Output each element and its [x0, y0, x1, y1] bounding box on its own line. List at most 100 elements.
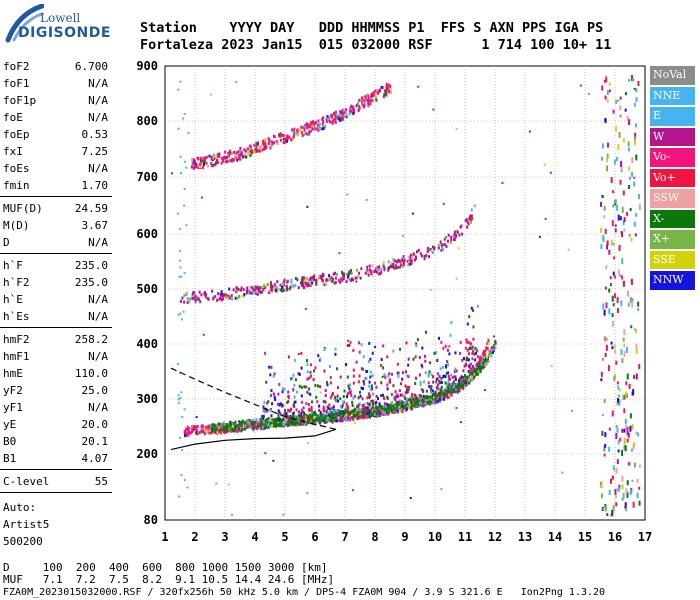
spread-echo-mark	[394, 398, 397, 402]
echo-mark	[484, 363, 487, 367]
echo-mark	[279, 283, 282, 287]
spread-echo-mark	[450, 373, 453, 377]
echo-mark	[221, 156, 224, 160]
interference-mark	[626, 438, 629, 443]
echo-mark	[437, 243, 440, 247]
spread-echo-mark	[306, 377, 309, 381]
noise-mark	[272, 459, 275, 462]
echo-mark	[279, 132, 282, 136]
spread-echo-mark	[458, 379, 461, 383]
echo-mark	[379, 272, 382, 276]
interference-mark	[618, 484, 621, 489]
spread-echo-mark	[463, 373, 466, 377]
echo-mark	[302, 416, 305, 420]
interference-mark	[633, 462, 636, 468]
echo-mark	[343, 416, 346, 420]
echo-mark	[228, 159, 231, 163]
param-value: 25.0	[81, 384, 109, 397]
param-row: h`E N/A	[0, 291, 112, 308]
echo-mark	[438, 398, 441, 402]
echo-mark	[243, 148, 246, 152]
echo-mark	[341, 413, 344, 417]
echo-mark	[477, 366, 480, 370]
spread-echo-mark	[446, 348, 449, 352]
echo-mark	[205, 293, 208, 297]
echo-mark	[418, 396, 421, 400]
echo-mark	[280, 422, 283, 426]
spread-echo-mark	[357, 396, 360, 400]
echo-mark	[215, 161, 218, 165]
echo-mark	[379, 410, 382, 414]
echo-mark	[441, 248, 444, 252]
spread-echo-mark	[435, 351, 438, 355]
echo-mark	[452, 234, 455, 238]
noise-mark	[455, 127, 458, 130]
echo-mark	[276, 419, 279, 423]
echo-mark	[204, 295, 207, 299]
echo-mark	[431, 245, 434, 249]
spread-echo-mark	[371, 392, 374, 396]
echo-mark	[317, 128, 320, 132]
echo-mark	[459, 382, 462, 386]
echo-mark	[368, 268, 371, 272]
spread-echo-mark	[465, 356, 468, 360]
spread-echo-mark	[474, 347, 477, 351]
echo-mark	[194, 425, 197, 429]
echo-mark	[494, 340, 497, 344]
echo-mark	[388, 90, 391, 94]
echo-mark	[234, 154, 237, 158]
echo-mark	[383, 92, 386, 96]
interference-mark	[628, 119, 631, 126]
param-value: 258.2	[74, 333, 108, 346]
echo-mark	[269, 424, 272, 428]
echo-mark	[494, 341, 497, 345]
interference-mark	[622, 280, 625, 287]
noise-mark	[367, 105, 370, 108]
spread-echo-mark	[431, 389, 434, 393]
echo-mark	[480, 363, 483, 367]
noise-mark	[614, 224, 617, 227]
spread-echo-mark	[332, 405, 335, 409]
interference-mark	[631, 301, 634, 308]
spread-echo-mark	[380, 363, 383, 367]
interference-mark	[618, 399, 621, 406]
interference-mark	[617, 385, 620, 390]
spread-echo-mark	[297, 410, 300, 414]
echo-mark	[363, 105, 366, 109]
param-name: foE	[3, 111, 23, 124]
echo-mark	[244, 424, 247, 428]
spread-echo-mark	[416, 338, 419, 342]
spread-echo-mark	[358, 402, 361, 406]
spread-echo-mark	[351, 403, 354, 407]
interference-mark	[619, 179, 622, 185]
echo-mark	[249, 149, 252, 153]
interference-mark	[626, 115, 629, 121]
spread-echo-mark	[315, 395, 318, 399]
spread-echo-mark	[346, 375, 349, 379]
echo-mark	[220, 291, 223, 295]
echo-mark	[185, 292, 188, 296]
echo-mark	[293, 416, 296, 420]
echo-mark	[227, 151, 230, 155]
echo-mark	[340, 111, 343, 115]
x-tick-label: 17	[638, 530, 652, 544]
echo-mark	[473, 204, 476, 208]
echo-mark	[262, 147, 265, 151]
echo-mark	[406, 404, 409, 408]
footer-file-line: FZA0M_2023015032000.RSF / 320fx256h 50 k…	[3, 587, 606, 598]
noise-mark	[304, 307, 307, 310]
echo-mark	[360, 267, 363, 271]
spread-echo-mark	[270, 414, 273, 418]
echo-mark	[213, 157, 216, 161]
echo-mark	[187, 430, 190, 434]
echo-mark	[331, 413, 334, 417]
x-tick-label: 8	[371, 530, 378, 544]
noise-mark	[264, 452, 267, 455]
echo-mark	[367, 96, 370, 100]
echo-mark	[274, 418, 277, 422]
spread-echo-mark	[352, 374, 355, 378]
echo-mark	[444, 236, 447, 240]
echo-mark	[363, 103, 366, 107]
echo-mark	[293, 127, 296, 131]
echo-mark	[376, 270, 379, 274]
